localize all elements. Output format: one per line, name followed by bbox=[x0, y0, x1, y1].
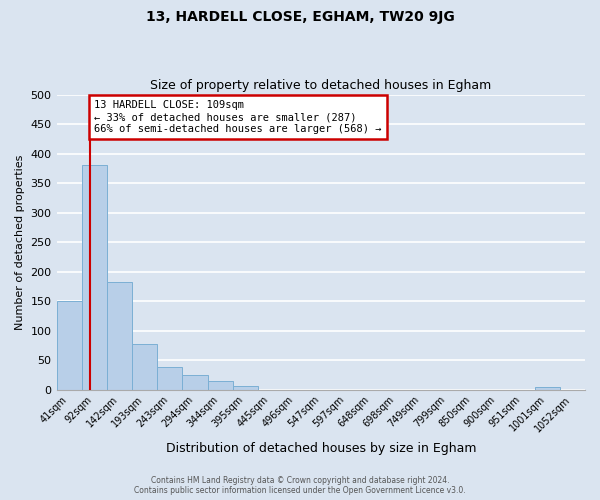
Bar bbox=[107, 282, 132, 390]
Bar bbox=[233, 386, 258, 390]
Bar bbox=[208, 382, 233, 390]
Bar bbox=[535, 386, 560, 390]
Y-axis label: Number of detached properties: Number of detached properties bbox=[15, 154, 25, 330]
X-axis label: Distribution of detached houses by size in Egham: Distribution of detached houses by size … bbox=[166, 442, 476, 455]
Bar bbox=[82, 166, 107, 390]
Bar bbox=[132, 344, 157, 390]
Bar bbox=[56, 301, 82, 390]
Text: Contains HM Land Registry data © Crown copyright and database right 2024.
Contai: Contains HM Land Registry data © Crown c… bbox=[134, 476, 466, 495]
Bar bbox=[157, 367, 182, 390]
Bar bbox=[182, 376, 208, 390]
Text: 13 HARDELL CLOSE: 109sqm
← 33% of detached houses are smaller (287)
66% of semi-: 13 HARDELL CLOSE: 109sqm ← 33% of detach… bbox=[94, 100, 382, 134]
Text: 13, HARDELL CLOSE, EGHAM, TW20 9JG: 13, HARDELL CLOSE, EGHAM, TW20 9JG bbox=[146, 10, 454, 24]
Title: Size of property relative to detached houses in Egham: Size of property relative to detached ho… bbox=[150, 79, 491, 92]
